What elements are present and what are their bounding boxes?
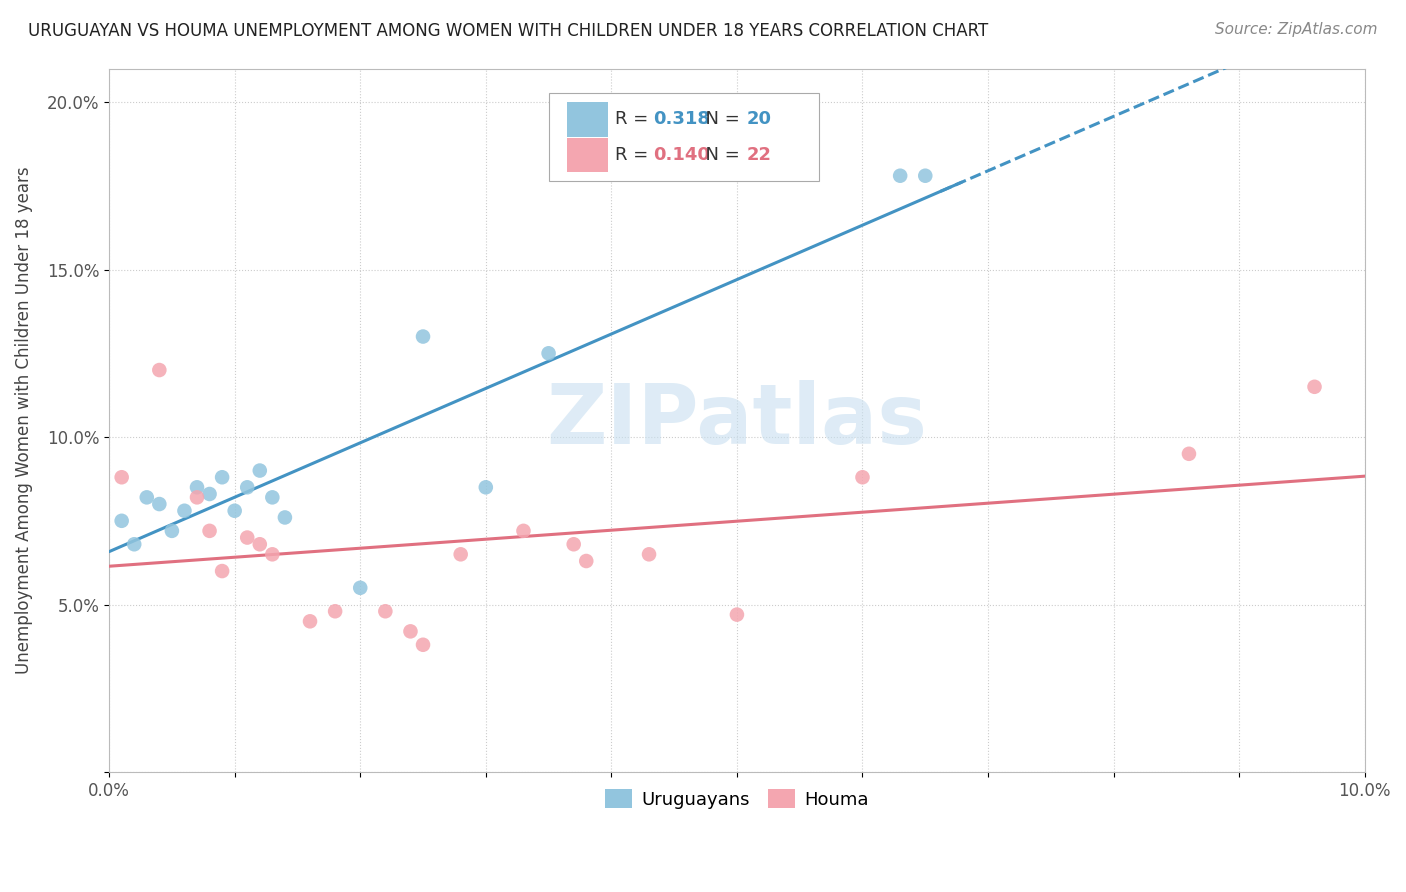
Point <box>512 524 534 538</box>
Point <box>374 604 396 618</box>
Legend: Uruguayans, Houma: Uruguayans, Houma <box>598 782 876 816</box>
Text: R =: R = <box>616 146 654 164</box>
Point <box>249 537 271 551</box>
Point <box>638 547 661 561</box>
Point <box>148 363 170 377</box>
Point <box>914 169 936 183</box>
Point <box>575 554 598 568</box>
Point <box>135 491 157 505</box>
Point <box>262 491 284 505</box>
Point <box>399 624 422 639</box>
Point <box>349 581 371 595</box>
Text: URUGUAYAN VS HOUMA UNEMPLOYMENT AMONG WOMEN WITH CHILDREN UNDER 18 YEARS CORRELA: URUGUAYAN VS HOUMA UNEMPLOYMENT AMONG WO… <box>28 22 988 40</box>
Text: 0.140: 0.140 <box>652 146 710 164</box>
Text: Source: ZipAtlas.com: Source: ZipAtlas.com <box>1215 22 1378 37</box>
Point <box>851 470 873 484</box>
Point <box>111 514 134 528</box>
Point <box>148 497 170 511</box>
Point <box>262 547 284 561</box>
Point <box>1303 380 1326 394</box>
Point <box>725 607 748 622</box>
Point <box>274 510 297 524</box>
Point <box>537 346 560 360</box>
Point <box>198 487 221 501</box>
Point <box>211 470 233 484</box>
Point <box>1178 447 1201 461</box>
Point <box>111 470 134 484</box>
FancyBboxPatch shape <box>548 93 818 181</box>
Point <box>236 531 259 545</box>
Y-axis label: Unemployment Among Women with Children Under 18 years: Unemployment Among Women with Children U… <box>15 167 32 674</box>
Point <box>198 524 221 538</box>
Point <box>186 480 208 494</box>
Text: R =: R = <box>616 111 654 128</box>
Point <box>450 547 472 561</box>
Text: ZIPatlas: ZIPatlas <box>547 380 928 461</box>
Point <box>186 491 208 505</box>
FancyBboxPatch shape <box>568 137 607 172</box>
Text: 20: 20 <box>747 111 772 128</box>
Point <box>323 604 346 618</box>
Text: N =: N = <box>695 111 745 128</box>
Point <box>224 504 246 518</box>
Text: 0.318: 0.318 <box>652 111 710 128</box>
FancyBboxPatch shape <box>568 102 607 136</box>
Point <box>173 504 195 518</box>
Point <box>412 329 434 343</box>
Point <box>889 169 911 183</box>
Text: N =: N = <box>695 146 745 164</box>
Point <box>122 537 145 551</box>
Point <box>475 480 498 494</box>
Point <box>298 615 321 629</box>
Point <box>412 638 434 652</box>
Point <box>160 524 183 538</box>
Point <box>562 537 585 551</box>
Text: 22: 22 <box>747 146 772 164</box>
Point <box>211 564 233 578</box>
Point <box>236 480 259 494</box>
Point <box>249 464 271 478</box>
